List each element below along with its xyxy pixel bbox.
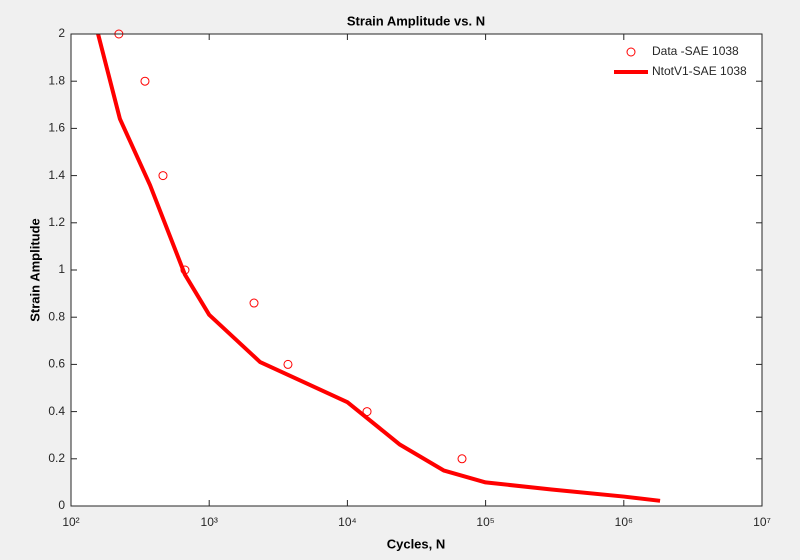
y-axis-label: Strain Amplitude [27,218,42,322]
x-tick-label: 10² [62,515,79,529]
legend-marker [626,47,636,57]
y-tick-label: 1.4 [48,168,65,182]
y-tick-label: 2 [58,26,65,40]
y-tick-label: 1.8 [48,73,65,87]
chart-title: Strain Amplitude vs. N [347,13,485,28]
data-point [249,298,259,308]
y-tick-label: 0.2 [48,451,65,465]
legend-label: NtotV1-SAE 1038 [652,64,747,78]
data-point [283,359,293,369]
plot-area [71,34,762,506]
data-point [457,454,467,464]
x-tick-label: 10³ [201,515,218,529]
legend: Data -SAE 1038 NtotV1-SAE 1038 [599,37,751,87]
y-tick-label: 1.6 [48,121,65,135]
curve [96,33,661,503]
data-point [158,171,168,181]
x-tick-label: 10⁷ [753,515,771,529]
x-tick-label: 10⁵ [476,515,494,529]
x-tick-label: 10⁴ [338,515,357,529]
x-axis-label: Cycles, N [387,536,446,551]
x-tick-label: 10⁶ [615,515,633,529]
plot [96,29,661,503]
y-tick-label: 1.2 [48,215,65,229]
legend-label: Data -SAE 1038 [652,44,739,58]
y-tick-label: 0.6 [48,357,65,371]
legend-box [599,37,751,87]
data-point [140,76,150,86]
y-tick-label: 0 [58,498,65,512]
y-tick-label: 0.4 [48,404,65,418]
y-tick-label: 0.8 [48,309,65,323]
y-tick-label: 1 [58,262,65,276]
